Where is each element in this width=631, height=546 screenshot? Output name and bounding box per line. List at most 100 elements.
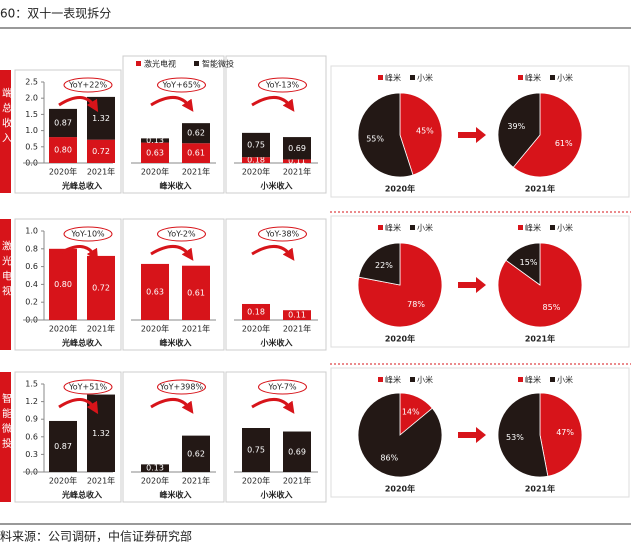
panel-box — [225, 218, 327, 351]
bar-value-label: 0.72 — [92, 147, 110, 156]
annotation-label: YoY+398% — [159, 383, 204, 392]
section-label: 智能微投 — [0, 392, 12, 453]
bar-value-label: 0.61 — [187, 149, 205, 158]
bar-value-label: 0.69 — [288, 447, 306, 456]
legend-swatch — [194, 61, 199, 66]
legend-label: 峰米 — [525, 375, 541, 385]
pie-box — [330, 65, 630, 198]
bar-value-label: 0.18 — [247, 307, 265, 316]
bar-value-label: 0.69 — [288, 144, 306, 153]
bar — [49, 248, 77, 320]
panel-box — [122, 55, 225, 194]
annotation-label: YoY-13% — [265, 81, 300, 90]
x-tick-label: 2021年 — [182, 476, 210, 486]
transition-arrow — [458, 277, 486, 293]
bar-value-label: 0.80 — [54, 280, 72, 289]
pie-slice — [357, 392, 443, 478]
y-tick-label: 0.2 — [25, 298, 38, 307]
pie-label: 2021年 — [525, 184, 555, 194]
bar-value-label: 0.80 — [54, 146, 72, 155]
slice-label: 61% — [555, 139, 573, 148]
annotation-ellipse — [157, 226, 206, 242]
section-label: 激光电视 — [0, 239, 12, 300]
pie-label: 2020年 — [385, 484, 415, 494]
bar — [49, 108, 77, 138]
bar — [141, 464, 169, 472]
trend-arrow — [150, 96, 194, 112]
slice-label: 78% — [407, 300, 425, 309]
pie-slice — [399, 92, 443, 176]
trend-arrow — [58, 245, 99, 262]
x-tick-label: 2021年 — [283, 324, 311, 334]
bar — [283, 159, 311, 163]
slice-label: 47% — [556, 428, 574, 437]
bar — [182, 435, 210, 472]
legend-swatch — [378, 225, 383, 230]
trend-arrow — [58, 398, 99, 415]
legend-label: 峰米 — [525, 223, 541, 233]
bar — [87, 139, 115, 163]
y-tick-label: 0.8 — [25, 244, 38, 253]
y-tick-label: 1.0 — [25, 227, 38, 236]
bar — [141, 142, 169, 163]
legend-swatch — [518, 75, 523, 80]
annotation-label: YoY+22% — [68, 81, 107, 90]
annotation-ellipse — [258, 379, 307, 395]
legend-swatch — [518, 377, 523, 382]
y-tick-label: 1.5 — [25, 380, 38, 389]
legend-label: 峰米 — [385, 375, 401, 385]
group-label: 小米收入 — [260, 338, 293, 348]
annotation-ellipse — [157, 379, 206, 395]
legend-label: 小米 — [417, 375, 433, 385]
annotation-label: YoY-10% — [70, 230, 105, 239]
bar — [182, 123, 210, 144]
bar-value-label: 0.62 — [187, 129, 205, 138]
pie-box — [330, 367, 630, 498]
bar-value-label: 0.13 — [146, 136, 164, 145]
legend-swatch — [410, 225, 415, 230]
panel-box — [14, 218, 122, 351]
bar-value-label: 0.63 — [146, 287, 164, 296]
x-tick-label: 2020年 — [49, 167, 77, 177]
legend-label: 峰米 — [385, 73, 401, 83]
annotation-ellipse — [63, 226, 113, 242]
annotation-label: YoY+65% — [161, 81, 200, 90]
y-tick-label: 0.9 — [25, 415, 38, 424]
figure-title: 60：双十一表现拆分 — [0, 6, 111, 21]
bar-value-label: 0.75 — [247, 446, 265, 455]
group-label: 峰米收入 — [160, 490, 192, 500]
bar-value-label: 0.18 — [247, 156, 265, 165]
bar — [242, 303, 270, 320]
pie-slice — [512, 92, 583, 178]
annotation-label: YoY+51% — [68, 383, 107, 392]
bar-value-label: 0.11 — [288, 157, 306, 166]
trend-arrow — [251, 398, 295, 414]
y-tick-label: 0.4 — [25, 280, 38, 289]
x-tick-label: 2021年 — [87, 324, 115, 334]
pie-slice — [539, 392, 583, 477]
x-tick-label: 2021年 — [283, 476, 311, 486]
trend-arrow — [251, 96, 295, 112]
panel-box — [225, 371, 327, 503]
annotation-ellipse — [157, 77, 206, 93]
panel-box — [14, 69, 122, 194]
bar — [182, 265, 210, 320]
legend-swatch — [136, 61, 141, 66]
legend-swatch — [410, 75, 415, 80]
y-tick-label: 1.2 — [25, 397, 38, 406]
slice-label: 22% — [375, 261, 393, 270]
panel-box — [122, 218, 225, 351]
bar-value-label: 0.87 — [54, 118, 72, 127]
y-tick-label: 0.6 — [25, 262, 38, 271]
bar-value-label: 0.62 — [187, 449, 205, 458]
slice-label: 55% — [366, 134, 384, 143]
group-label: 光峰总收入 — [61, 490, 102, 500]
pie-label: 2021年 — [525, 334, 555, 344]
bar-value-label: 0.72 — [92, 283, 110, 292]
pie-label: 2021年 — [525, 484, 555, 494]
pie-slice — [358, 242, 401, 286]
legend-swatch — [518, 225, 523, 230]
x-tick-label: 2021年 — [283, 167, 311, 177]
source-note: 料来源：公司调研，中信证券研究部 — [0, 529, 192, 544]
